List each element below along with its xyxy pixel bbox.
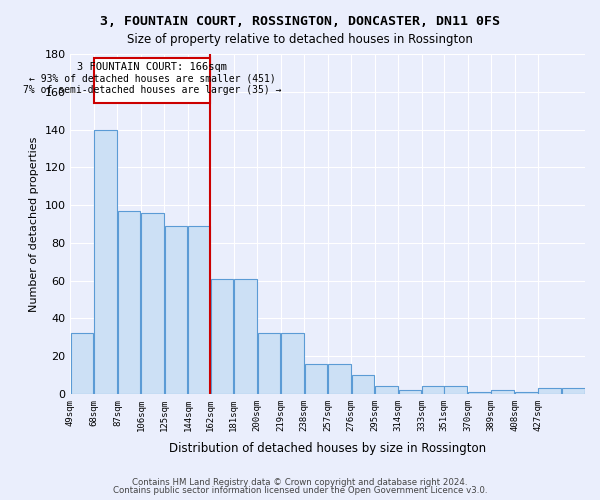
- Bar: [234, 278, 257, 394]
- Text: 3 FOUNTAIN COURT: 166sqm: 3 FOUNTAIN COURT: 166sqm: [77, 62, 227, 72]
- Bar: [118, 210, 140, 394]
- Bar: [538, 388, 561, 394]
- Bar: [281, 334, 304, 394]
- Bar: [94, 130, 117, 394]
- Text: Contains HM Land Registry data © Crown copyright and database right 2024.: Contains HM Land Registry data © Crown c…: [132, 478, 468, 487]
- Bar: [352, 375, 374, 394]
- Bar: [71, 334, 94, 394]
- Bar: [468, 392, 491, 394]
- Bar: [165, 226, 187, 394]
- Bar: [562, 388, 584, 394]
- Bar: [211, 278, 233, 394]
- Y-axis label: Number of detached properties: Number of detached properties: [29, 136, 39, 312]
- Text: ← 93% of detached houses are smaller (451): ← 93% of detached houses are smaller (45…: [29, 74, 275, 84]
- Bar: [305, 364, 327, 394]
- Bar: [375, 386, 398, 394]
- Text: 3, FOUNTAIN COURT, ROSSINGTON, DONCASTER, DN11 0FS: 3, FOUNTAIN COURT, ROSSINGTON, DONCASTER…: [100, 15, 500, 28]
- Bar: [586, 390, 600, 394]
- Bar: [142, 212, 164, 394]
- Text: 7% of semi-detached houses are larger (35) →: 7% of semi-detached houses are larger (3…: [23, 85, 281, 95]
- Bar: [422, 386, 443, 394]
- FancyBboxPatch shape: [94, 58, 210, 103]
- Text: Size of property relative to detached houses in Rossington: Size of property relative to detached ho…: [127, 32, 473, 46]
- Bar: [445, 386, 467, 394]
- Bar: [515, 392, 538, 394]
- Bar: [258, 334, 280, 394]
- Bar: [491, 390, 514, 394]
- Bar: [328, 364, 351, 394]
- X-axis label: Distribution of detached houses by size in Rossington: Distribution of detached houses by size …: [169, 442, 487, 455]
- Bar: [399, 390, 421, 394]
- Bar: [188, 226, 210, 394]
- Text: Contains public sector information licensed under the Open Government Licence v3: Contains public sector information licen…: [113, 486, 487, 495]
